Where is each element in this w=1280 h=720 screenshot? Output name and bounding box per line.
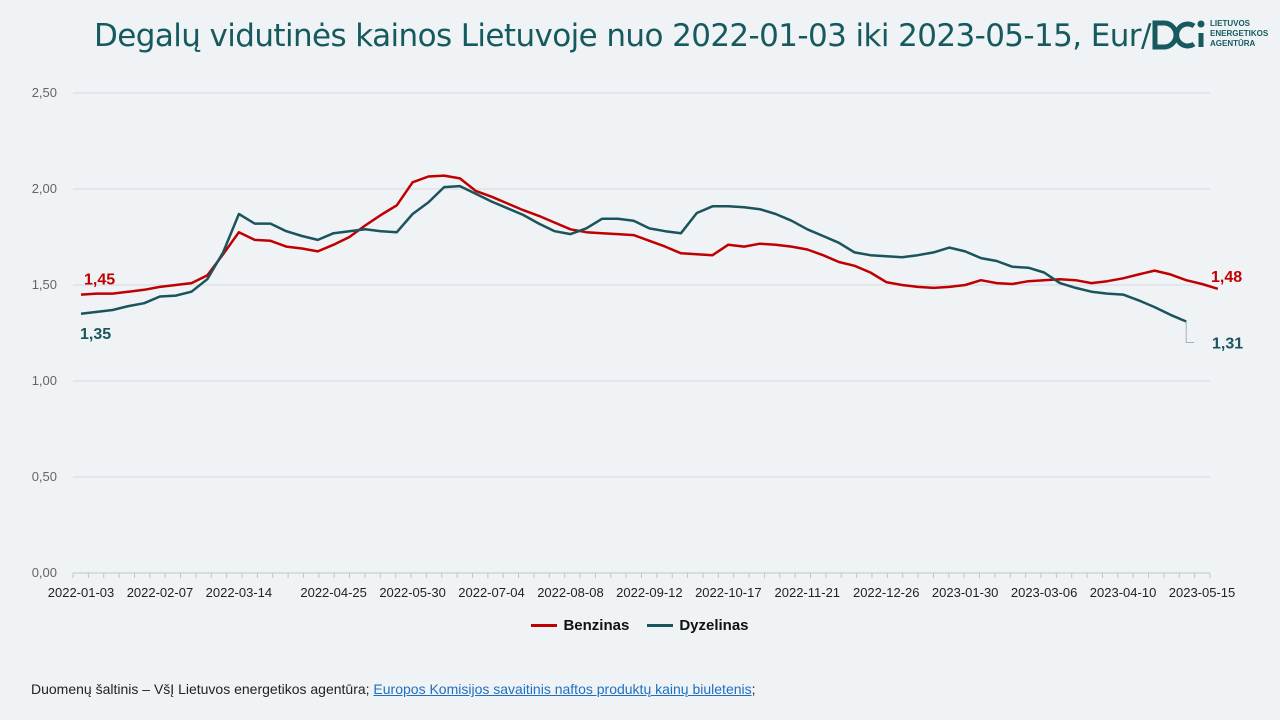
series-line-benzinas [80,174,1219,296]
x-tick-label: 2022-10-17 [695,585,762,600]
data-label-benzinas-start: 1,45 [84,272,115,289]
logo-text-1: LIETUVOS [1210,19,1251,28]
logo-dot [1197,20,1205,28]
y-tick-label: 1,50 [32,277,57,292]
source-note: Duomenų šaltinis – VšĮ Lietuvos energeti… [31,681,756,697]
x-tick-label: 2023-03-06 [1011,585,1078,600]
y-tick-label: 2,50 [32,85,57,100]
logo-text-3: AGENTŪRA [1210,39,1256,48]
chart-legend: Benzinas Dyzelinas [0,617,1280,634]
line-chart: 0,00 0,50 1,00 1,50 2,00 2,50 2022-01-03 2022-… [32,85,1244,600]
chart-title: Degalų vidutinės kainos Lietuvoje nuo 20… [94,18,1159,54]
x-tick-label: 2022-11-21 [775,585,841,600]
x-tick-label: 2022-08-08 [537,585,604,600]
x-tick-label: 2022-12-26 [853,585,920,600]
legend-swatch-benzinas [531,624,558,627]
y-tick-label: 2,00 [32,181,57,196]
y-tick-label: 0,50 [32,469,57,484]
source-prefix: Duomenų šaltinis – VšĮ Lietuvos energeti… [31,681,374,697]
series-line-dyzelinas [80,184,1187,323]
x-tick-label: 2022-09-12 [616,585,683,600]
leader-line-dyzelinas [1185,321,1195,343]
y-tick-label: 0,00 [32,565,57,580]
x-tick-label: 2022-05-30 [379,585,446,600]
x-tick-label: 2022-02-07 [127,585,194,600]
x-tick-label: 2022-04-25 [300,585,367,600]
x-tick-label: 2022-03-14 [206,585,273,600]
x-tick-label: 2022-07-04 [458,585,525,600]
x-tick-label: 2023-04-10 [1090,585,1157,600]
legend-item-dyzelinas: Dyzelinas [647,617,749,634]
leta-logo-icon [1152,20,1204,50]
y-tick-label: 1,00 [32,373,57,388]
source-suffix: ; [751,681,756,697]
data-label-dyzelinas-start: 1,35 [80,326,111,343]
source-link[interactable]: Europos Komisijos savaitinis naftos prod… [373,681,752,697]
legend-label-benzinas: Benzinas [563,617,630,634]
legend-swatch-dyzelinas [647,624,674,627]
x-tick-label: 2023-05-15 [1169,585,1236,600]
logo-text-2: ENERGETIKOS [1210,29,1269,38]
agency-logo: LIETUVOS ENERGETIKOS AGENTŪRA [1150,15,1275,55]
legend-label-dyzelinas: Dyzelinas [679,617,749,634]
data-label-dyzelinas-end: 1,31 [1212,335,1243,352]
x-tick-label: 2022-01-03 [48,585,115,600]
x-tick-label: 2023-01-30 [932,585,999,600]
data-label-benzinas-end: 1,48 [1211,269,1242,286]
legend-item-benzinas: Benzinas [531,617,629,634]
